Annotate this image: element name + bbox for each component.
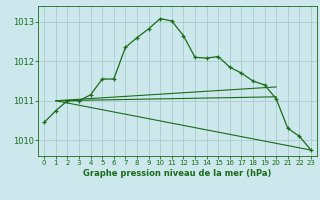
X-axis label: Graphe pression niveau de la mer (hPa): Graphe pression niveau de la mer (hPa) bbox=[84, 169, 272, 178]
